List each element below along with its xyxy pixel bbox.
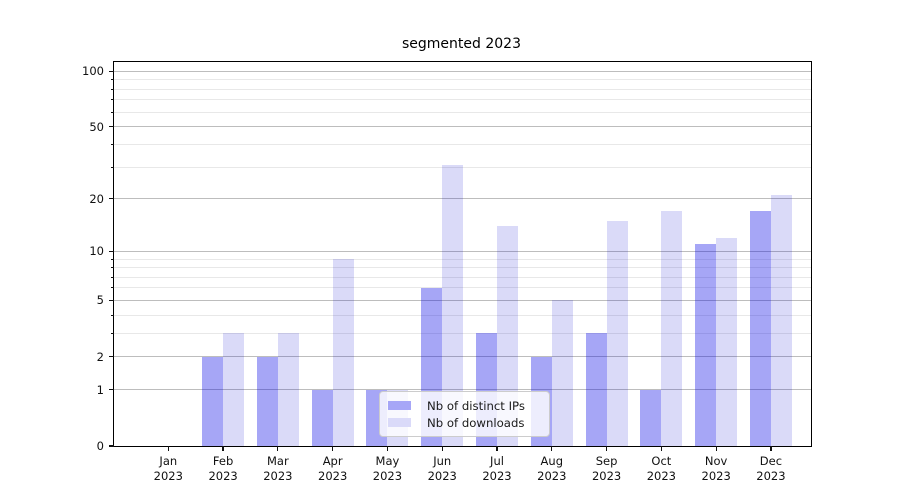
y-gridline-minor [114,258,811,260]
bar-distinct-ips-mar [256,356,278,446]
y-tick-mark [108,126,114,128]
y-gridline-minor [114,88,811,90]
legend-swatch-distinct-ips [388,401,411,410]
y-gridline-minor [114,267,811,269]
y-gridline-major [114,198,811,200]
y-tick-mark [108,70,114,72]
x-tick-mark [551,446,553,451]
y-tick-label: 100 [82,64,104,79]
bar-distinct-ips-apr [311,389,333,446]
bar-downloads-dec [770,194,792,446]
y-minor-tick-mark [111,314,114,316]
y-gridline-minor [114,287,811,289]
y-minor-tick-mark [111,79,114,81]
x-tick-label: Oct 2023 [646,454,676,483]
bar-downloads-feb [223,333,245,446]
x-tick-mark [605,446,608,451]
x-tick-mark [386,446,389,451]
bar-downloads-aug [551,300,573,446]
bar-distinct-ips-feb [202,356,224,446]
y-gridline-major [114,250,811,252]
x-tick-mark [660,446,662,451]
x-tick-label: Nov 2023 [701,454,731,483]
y-minor-tick-mark [111,287,114,289]
x-tick-label: Feb 2023 [208,454,238,483]
bar-distinct-ips-oct [640,389,662,446]
y-gridline-major [114,126,811,128]
y-gridline-major [114,299,811,301]
y-minor-tick-mark [111,88,114,90]
x-tick-label: Jun 2023 [427,454,457,483]
y-gridline-minor [114,166,811,168]
y-minor-tick-mark [111,258,114,260]
y-tick-mark [108,356,114,358]
x-tick-label: Jul 2023 [482,454,512,483]
bar-downloads-apr [332,259,354,446]
x-tick-label: Jan 2023 [153,454,183,483]
y-minor-tick-mark [111,276,114,278]
y-gridline-minor [114,332,811,334]
legend: Nb of distinct IPs Nb of downloads [379,391,550,437]
legend-label-downloads: Nb of downloads [427,415,525,430]
y-tick-mark [108,299,114,302]
x-tick-mark [167,446,169,451]
y-tick-label: 5 [96,293,104,308]
y-minor-tick-mark [111,267,114,269]
x-tick-label: Sep 2023 [591,454,622,483]
y-gridline-major [114,70,811,72]
y-gridline-minor [114,99,811,101]
bar-distinct-ips-sep [585,333,607,446]
x-tick-label: Aug 2023 [537,454,567,483]
x-tick-label: Mar 2023 [263,454,293,483]
y-tick-mark [108,389,114,391]
x-tick-mark [715,446,717,451]
x-tick-label: Dec 2023 [756,454,786,483]
legend-label-distinct-ips: Nb of distinct IPs [427,398,525,413]
y-tick-label: 1 [96,382,104,397]
plot-area: 0 1 2 5 10 20 50 100 Jan 2023 Feb 2023 Mar 2023 Apr 202… [82,61,812,483]
y-tick-label: 50 [89,119,104,134]
bar-distinct-ips-nov [695,244,717,446]
legend-swatch-downloads [388,418,411,427]
x-tick-label: May 2023 [372,454,403,483]
bar-downloads-nov [716,237,738,446]
y-gridline-minor [114,143,811,145]
y-tick-label: 10 [89,244,104,259]
bar-distinct-ips-dec [749,211,771,446]
x-tick-mark [222,446,224,451]
y-tick-label: 0 [96,439,104,453]
y-minor-tick-mark [111,332,114,334]
x-tick-mark [770,446,772,451]
legend-entry-downloads: Nb of downloads [386,416,543,430]
bar-downloads-jun [442,164,464,446]
y-gridline-minor [114,314,811,316]
legend-entry-distinct-ips: Nb of distinct IPs [386,399,543,413]
y-tick-label: 20 [89,191,104,206]
y-tick-mark [108,445,114,447]
bar-downloads-sep [606,220,628,446]
y-tick-mark [108,198,114,200]
y-gridline-minor [114,111,811,113]
y-minor-tick-mark [111,99,114,101]
y-minor-tick-mark [111,143,114,145]
y-gridline-minor [114,79,811,81]
x-tick-mark [441,446,443,451]
y-minor-tick-mark [111,166,114,168]
x-tick-mark [277,446,279,451]
x-tick-label: Apr 2023 [318,454,348,483]
x-tick-mark [332,446,334,451]
y-tick-mark [108,250,114,252]
bar-downloads-oct [661,211,683,446]
y-gridline-major [114,356,811,358]
bar-downloads-mar [277,333,299,446]
x-tick-mark [496,446,498,451]
y-tick-label: 2 [96,349,104,364]
y-gridline-major [114,389,811,391]
y-minor-tick-mark [111,111,114,113]
chart-title: segmented 2023 [402,36,521,52]
y-gridline-minor [114,276,811,278]
